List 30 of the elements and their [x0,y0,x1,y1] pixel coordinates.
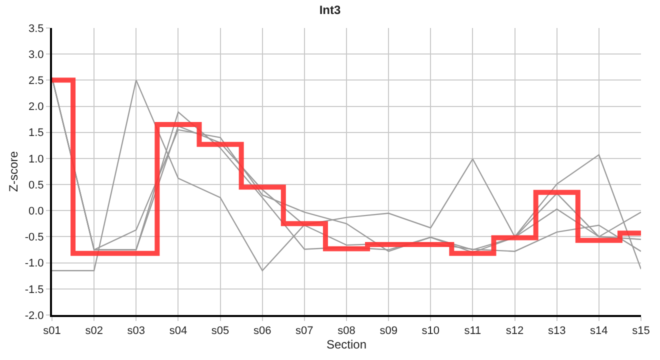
y-tick-label: 0.5 [28,179,44,192]
y-tick-label: 3.5 [28,22,44,35]
x-tick-label: s05 [211,325,230,338]
y-tick-label: 1.0 [28,153,44,166]
x-tick-label: s07 [296,325,314,338]
y-tick-label: 2.5 [28,75,44,88]
y-tick-label: 0.0 [28,205,44,218]
x-tick-label: s11 [464,325,482,338]
x-tick-label: s13 [548,325,566,338]
y-tick-label: -2.0 [24,310,44,322]
chart-title: Int3 [319,2,341,17]
x-tick-label: s15 [632,325,650,338]
y-tick-label: -1.0 [24,258,44,270]
y-tick-label: 3.0 [28,48,44,61]
x-tick-label: s10 [422,325,440,338]
y-axis-title: Z-score [6,150,21,192]
x-tick-label: s08 [338,325,356,338]
x-tick-label: s04 [169,325,188,338]
y-tick-label: 1.5 [28,127,44,140]
x-tick-label: s14 [590,325,608,338]
x-tick-label: s12 [506,325,524,338]
x-tick-label: s01 [43,325,61,338]
x-tick-label: s02 [85,325,103,338]
x-tick-label: s06 [253,325,272,338]
x-tick-label: s03 [127,325,146,338]
y-tick-label: 2.0 [28,101,44,114]
y-tick-label: -0.5 [24,232,44,244]
x-axis-title: Section [326,338,367,352]
x-tick-label: s09 [380,325,398,338]
y-tick-label: -1.5 [24,284,44,296]
